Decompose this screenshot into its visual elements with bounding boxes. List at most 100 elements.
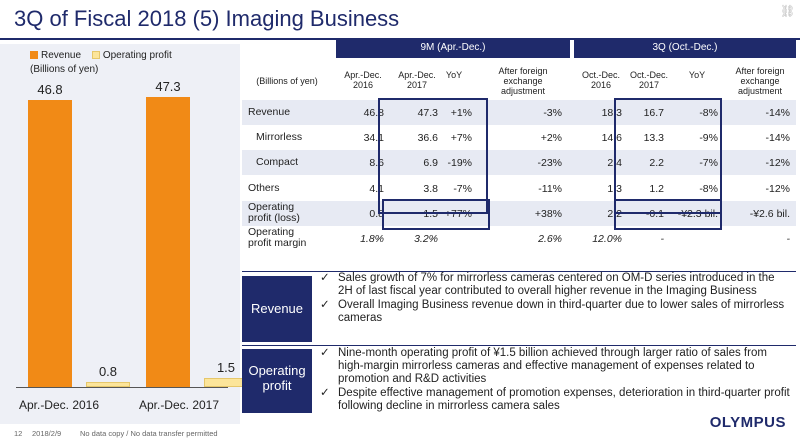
- legend-swatch-operating-profit: [91, 51, 100, 60]
- link-icon[interactable]: ⛓: [780, 4, 796, 18]
- revenue-bar-1: [146, 96, 190, 387]
- table-cell: 14.6: [601, 132, 622, 145]
- table-row: Mirrorless 34.1 36.6 +7% +2% 14.6 13.3 -9% -14%: [242, 125, 796, 150]
- table-cell: 3.2%: [414, 233, 438, 245]
- table-cell: -8%: [699, 182, 718, 195]
- column-header: Apr.-Dec. 2016: [344, 70, 382, 90]
- table-cell: +38%: [534, 207, 562, 220]
- table-cell: -: [786, 233, 791, 245]
- table-cell: 3.8: [423, 182, 438, 195]
- row-label: Mirrorless: [256, 131, 303, 144]
- highlight-box-3q-profit: [614, 199, 722, 230]
- table-row: Operating profit margin 1.8% 3.2% 2.6% 12.0%…: [242, 226, 796, 251]
- profit-bullets: ✓ Nine-month operating profit of ¥1.5 bil…: [320, 347, 790, 414]
- table-cell: -12%: [765, 157, 790, 170]
- category-label-2017: Apr.-Dec. 2017: [138, 398, 220, 412]
- header-3q: 3Q (Oct.-Dec.): [574, 38, 796, 58]
- category-label-2016: Apr.-Dec. 2016: [18, 398, 100, 412]
- row-label: Compact: [256, 156, 299, 169]
- footer-date: 2018/2/9: [32, 429, 62, 438]
- column-header: YoY: [688, 70, 706, 80]
- legend-swatch-revenue: [30, 51, 38, 60]
- table-cell: -19%: [447, 157, 472, 170]
- legend-label-revenue: Revenue: [41, 50, 82, 61]
- table-cell: 1.2: [649, 182, 664, 195]
- table-cell: -¥2.6 bil.: [749, 207, 790, 220]
- table-cell: -14%: [765, 107, 790, 119]
- table-cell: 6.9: [423, 157, 438, 170]
- table-cell: -8%: [699, 107, 718, 119]
- section-divider-middle: [242, 345, 796, 346]
- profit-bullet: ✓ Nine-month operating profit of ¥1.5 bil…: [320, 347, 767, 385]
- table-cell: -7%: [699, 157, 718, 170]
- revenue-bullets: ✓ Sales growth of 7% for mirrorless camer…: [320, 272, 790, 326]
- page-title: 3Q of Fiscal 2018 (5) Imaging Business: [14, 6, 400, 31]
- highlight-box-9m-revenue: [378, 98, 488, 214]
- table-cell: 34.1: [363, 132, 384, 145]
- table-cell: -: [660, 233, 665, 245]
- highlight-box-3q-revenue: [614, 98, 722, 214]
- table-cell: -7%: [453, 182, 472, 195]
- chart-unit-label: (Billions of yen): [30, 64, 99, 75]
- table-cell: 4.1: [369, 182, 384, 195]
- header-9m: 9M (Apr.-Dec.): [336, 38, 570, 58]
- column-header: Oct.-Dec. 2016: [581, 70, 620, 90]
- chart-baseline: [16, 387, 228, 388]
- table-cell: +1%: [450, 107, 472, 119]
- table-cell: -12%: [765, 182, 790, 195]
- table-row: Others 4.1 3.8 -7% -11% 1.3 1.2 -8% -12%: [242, 176, 796, 201]
- check-icon: ✓: [320, 272, 330, 284]
- profit-bullet: ✓ Despite effective management of promoti…: [320, 387, 790, 412]
- check-icon: ✓: [320, 387, 330, 399]
- check-icon: ✓: [320, 347, 330, 359]
- chart-legend: Revenue Operating profit: [30, 50, 180, 61]
- table-cell: 16.7: [643, 107, 664, 119]
- column-header: Oct.-Dec. 2017: [629, 70, 668, 90]
- table-cell: -23%: [537, 157, 562, 170]
- highlight-box-9m-profit: [382, 199, 490, 230]
- table-cell: 13.3: [643, 132, 664, 145]
- row-label: Revenue: [248, 106, 291, 118]
- table-cell: 1.8%: [360, 233, 384, 245]
- revenue-section-label: Revenue: [242, 276, 312, 342]
- row-label: Others: [248, 181, 280, 194]
- table-unit: (Billions of yen): [256, 76, 318, 86]
- column-header: Apr.-Dec. 2017: [398, 70, 436, 90]
- table-cell: +7%: [450, 132, 472, 145]
- revenue-bullet: ✓ Overall Imaging Business revenue down i…: [320, 299, 785, 324]
- row-label: Operating profit (loss): [248, 200, 300, 224]
- table-cell: +2%: [540, 132, 562, 145]
- table-cell: 18.3: [601, 107, 622, 119]
- table-cell: -11%: [538, 182, 562, 195]
- legend-label-operating-profit: Operating profit: [102, 50, 172, 61]
- revenue-bullet: ✓ Sales growth of 7% for mirrorless camer…: [320, 272, 775, 297]
- page-number: 12: [14, 429, 23, 438]
- section-divider-top: [242, 271, 796, 272]
- table-cell: 12.0%: [592, 233, 622, 245]
- table-cell: 36.6: [417, 132, 438, 145]
- operating-profit-value-label-0: 0.8: [98, 364, 118, 380]
- operating-profit-section-label: Operating profit: [242, 349, 312, 413]
- table-row: Compact 8.6 6.9 -19% -23% 2.4 2.2 -7% -12%: [242, 150, 796, 176]
- table-cell: 2.6%: [538, 233, 562, 245]
- check-icon: ✓: [320, 299, 330, 311]
- table-cell: -3%: [543, 107, 562, 119]
- legend-item-operating-profit: Operating profit: [91, 50, 172, 61]
- results-table: 9M (Apr.-Dec.) 3Q (Oct.-Dec.) (Billions …: [242, 38, 796, 270]
- footer-note: No data copy / No data transfer permitte…: [80, 429, 218, 438]
- olympus-logo: OLYMPUS: [709, 414, 786, 431]
- operating-profit-value-label-1: 1.5: [216, 359, 236, 375]
- revenue-value-label-1: 47.3: [155, 78, 181, 94]
- column-header: After foreign exchange adjustment: [498, 66, 548, 96]
- table-cell: 8.6: [369, 157, 384, 170]
- revenue-value-label-0: 46.8: [37, 81, 63, 97]
- legend-item-revenue: Revenue: [30, 50, 81, 61]
- table-cell: 47.3: [417, 107, 438, 119]
- revenue-bar-0: [28, 99, 72, 387]
- table-cell: -14%: [765, 132, 790, 145]
- table-cell: -9%: [699, 132, 718, 145]
- footer: 12 2018/2/9 No data copy / No data trans…: [0, 426, 800, 441]
- table-cell: 2.2: [649, 157, 664, 170]
- column-header: After foreign exchange adjustment: [735, 66, 785, 96]
- operating-profit-bar-0: [86, 382, 130, 387]
